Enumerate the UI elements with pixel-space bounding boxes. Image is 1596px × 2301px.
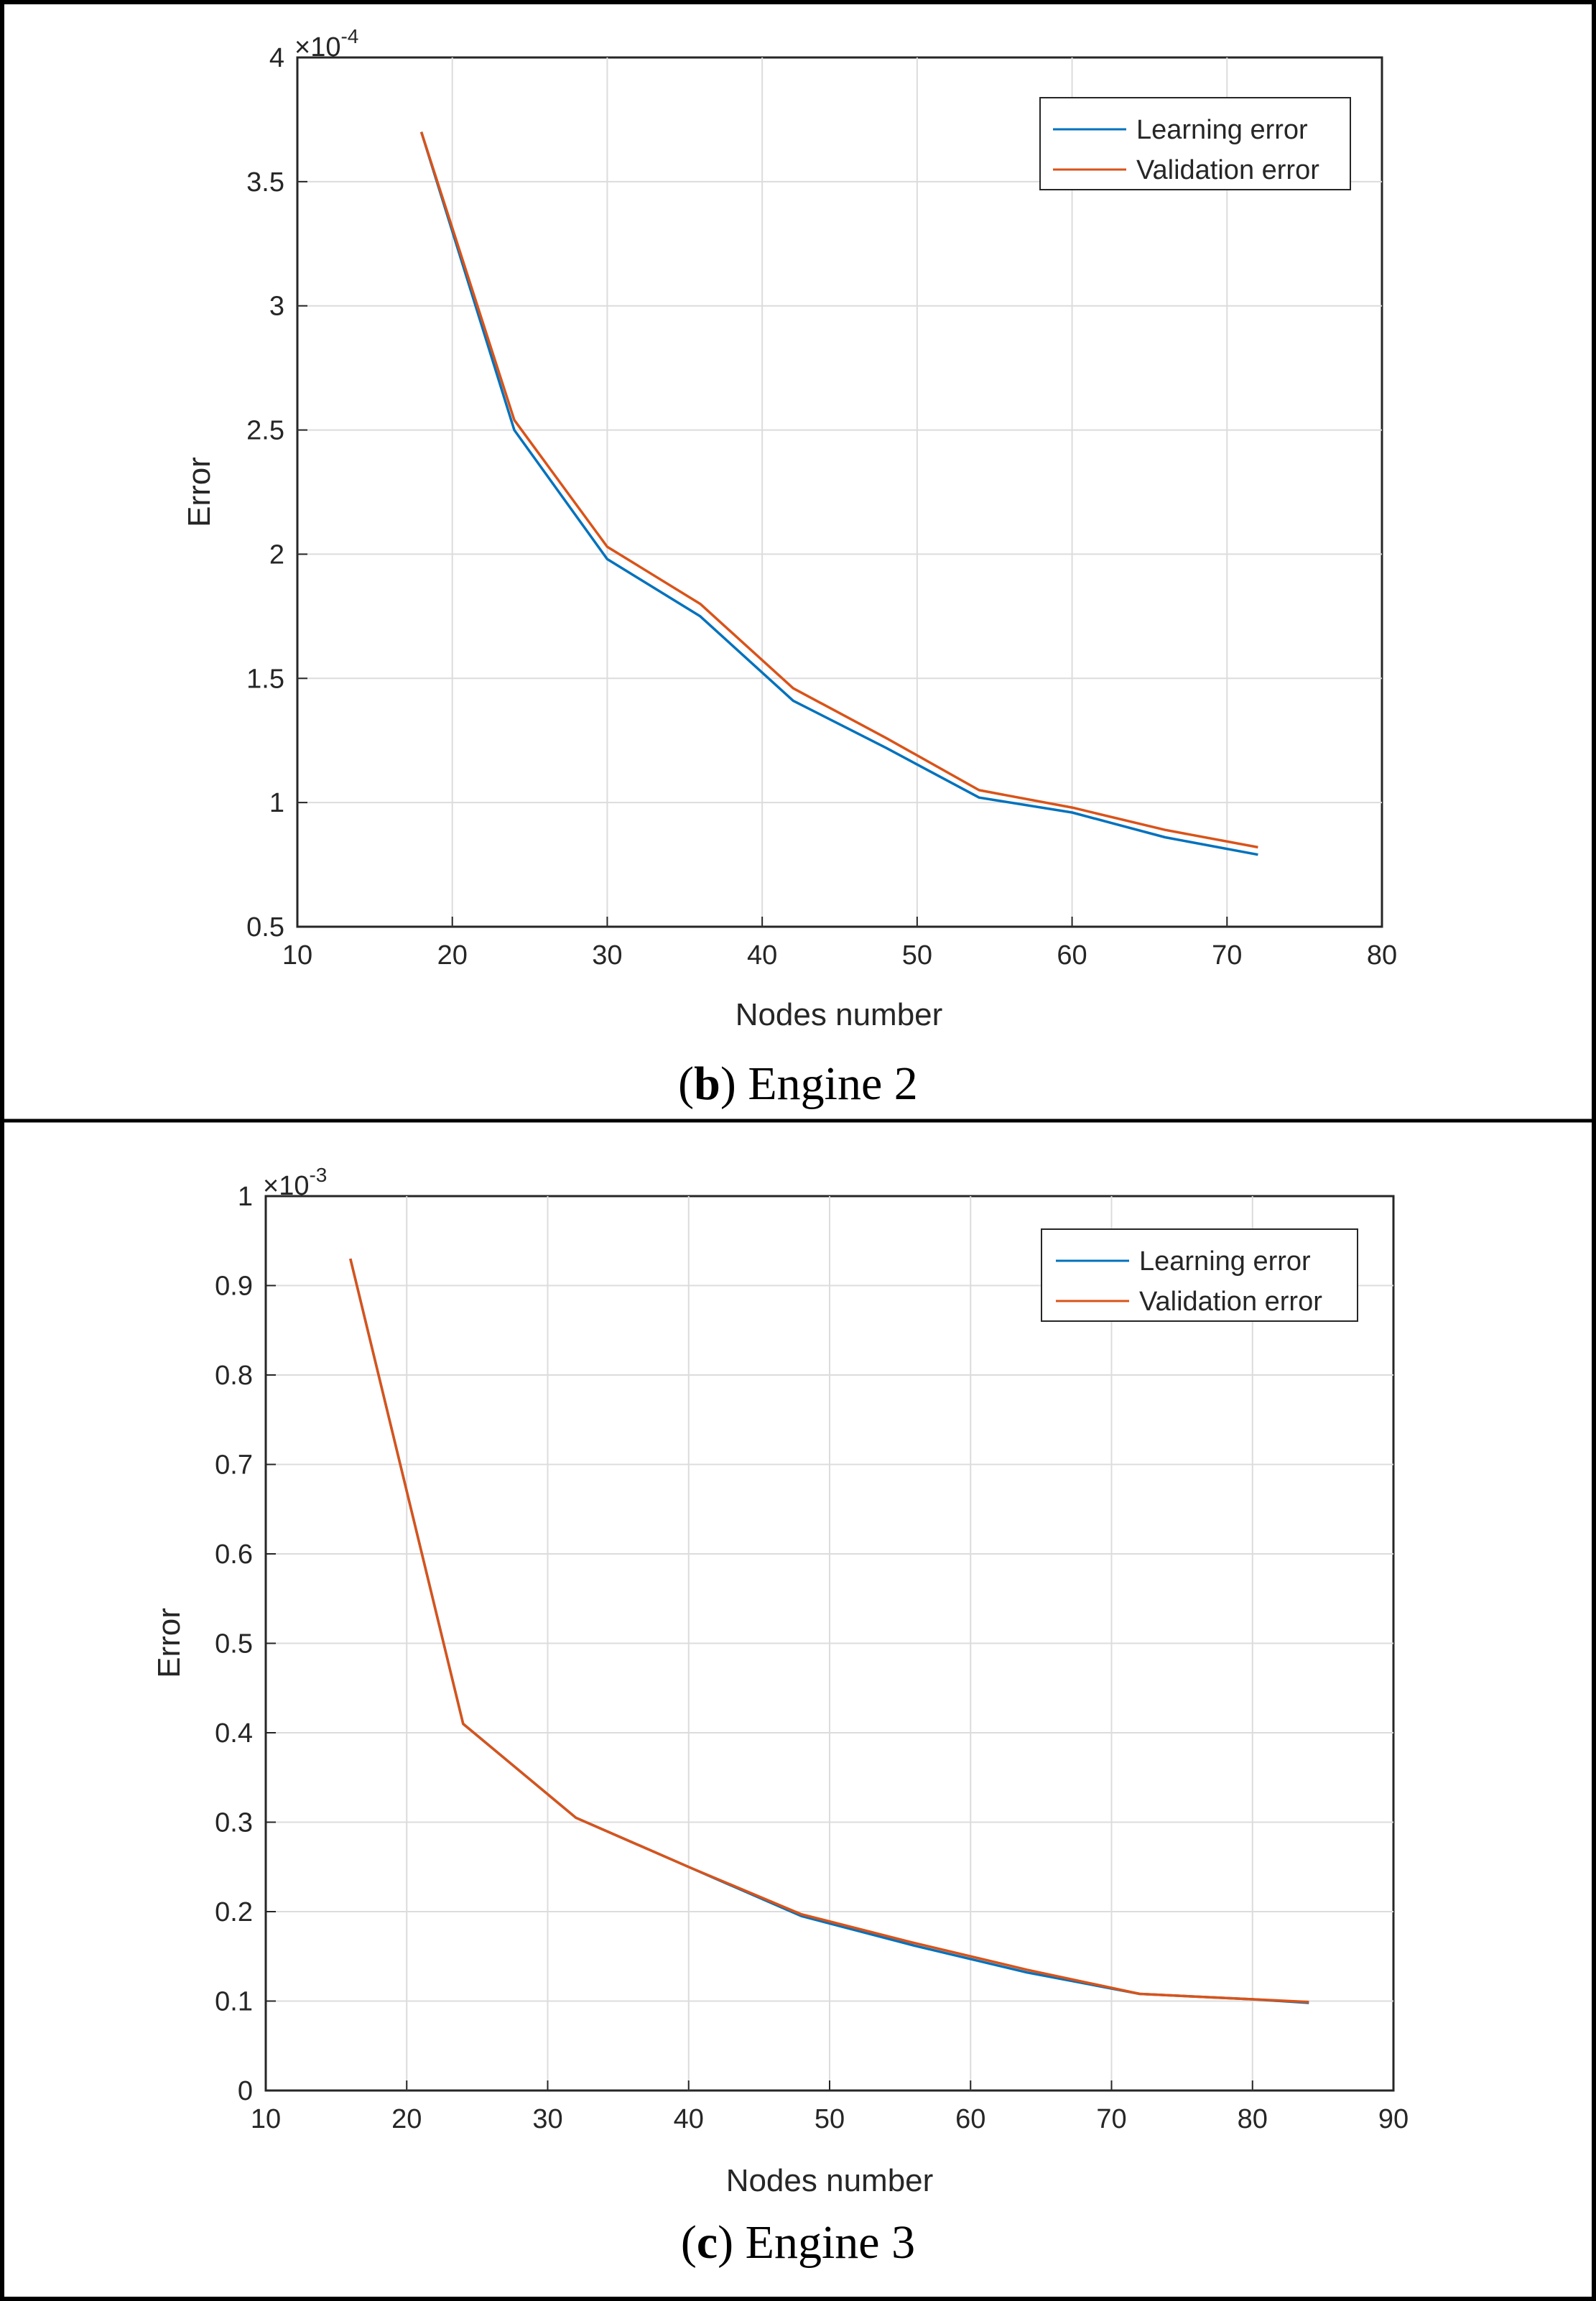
y-tick-label-c: 0.3 bbox=[215, 1808, 253, 1838]
x-tick-label-c: 40 bbox=[674, 2104, 704, 2134]
legend-box-c bbox=[1041, 1228, 1358, 1322]
x-tick-label-b: 40 bbox=[747, 940, 777, 971]
y-tick-label-b: 1 bbox=[269, 788, 284, 818]
x-axis-label-b: Nodes number bbox=[736, 997, 943, 1032]
y-axis-label-b: Error bbox=[182, 457, 217, 527]
series-line-validation-b bbox=[419, 131, 1258, 849]
gridlines-c bbox=[265, 1195, 1394, 2091]
y-axis-label-c: Error bbox=[152, 1608, 187, 1678]
y-tick-label-c: 0.7 bbox=[215, 1450, 253, 1481]
x-tick-label-b: 60 bbox=[1057, 940, 1087, 971]
x-tick-label-b: 20 bbox=[437, 940, 468, 971]
x-tick-label-b: 50 bbox=[902, 940, 932, 971]
y-tick-labels-c: 0 0.1 0.2 0.3 0.4 0.5 0.6 0.7 0.8 0.9 1 bbox=[215, 1182, 253, 2106]
y-tick-label-c: 1 bbox=[238, 1182, 253, 1212]
panel-engine-2: 0.511.522.533.54 10 20 30 40 50 60 70 80 ×10-4 … bbox=[182, 25, 1397, 1110]
caption-text-c: Engine 3 bbox=[733, 2216, 915, 2269]
caption-close-c: ) bbox=[718, 2216, 733, 2269]
series-line-learning-b bbox=[419, 131, 1258, 856]
caption-close-b: ) bbox=[720, 1057, 736, 1110]
x-tick-label-c: 10 bbox=[251, 2104, 281, 2134]
legend-box-b bbox=[1039, 97, 1351, 190]
caption-c: (c) Engine 3 bbox=[681, 2216, 915, 2269]
legend-label-learning-c: Learning error bbox=[1139, 1246, 1311, 1277]
x-tick-label-c: 70 bbox=[1096, 2104, 1126, 2134]
x-tick-label-c: 80 bbox=[1238, 2104, 1268, 2134]
y-multiplier-c: ×10-3 bbox=[263, 1164, 327, 1201]
series-lines-c bbox=[349, 1258, 1309, 2004]
x-axis-label-c: Nodes number bbox=[726, 2163, 934, 2198]
y-tick-label-c: 0.1 bbox=[215, 1987, 253, 2017]
y-tick-label-b: 3.5 bbox=[246, 167, 284, 198]
gridlines-b bbox=[297, 57, 1383, 927]
legend-c: Learning error Validation error bbox=[1041, 1228, 1358, 1322]
y-multiplier-b: ×10-4 bbox=[294, 25, 358, 62]
y-tick-label-c: 0.2 bbox=[215, 1897, 253, 1927]
y-tick-label-c: 0.8 bbox=[215, 1361, 253, 1391]
y-multiplier-exponent-c: -3 bbox=[309, 1164, 327, 1186]
x-tick-label-b: 10 bbox=[282, 940, 312, 971]
x-tick-label-c: 30 bbox=[532, 2104, 562, 2134]
x-tick-label-c: 90 bbox=[1378, 2104, 1409, 2134]
x-tick-label-c: 20 bbox=[391, 2104, 422, 2134]
y-tick-label-c: 0.4 bbox=[215, 1718, 253, 1749]
y-tick-labels-b: 0.5 1 1.5 2 2.5 3 3.5 4 bbox=[246, 43, 284, 943]
x-tick-label-b: 30 bbox=[592, 940, 622, 971]
series-line-validation-c bbox=[349, 1258, 1309, 2004]
legend-label-validation-b: Validation error bbox=[1136, 155, 1319, 185]
caption-letter-b: b bbox=[694, 1057, 720, 1110]
series-lines-b bbox=[419, 131, 1258, 856]
caption-text-b: Engine 2 bbox=[736, 1057, 918, 1110]
legend-b: Learning error Validation error bbox=[1039, 97, 1351, 190]
y-tick-label-c: 0.6 bbox=[215, 1540, 253, 1570]
x-tick-label-c: 50 bbox=[815, 2104, 845, 2134]
y-tick-label-c: 0.9 bbox=[215, 1272, 253, 1302]
x-tick-label-b: 80 bbox=[1367, 940, 1397, 971]
legend-label-validation-c: Validation error bbox=[1139, 1287, 1322, 1317]
caption-letter-c: c bbox=[697, 2216, 718, 2269]
caption-open-b: ( bbox=[678, 1057, 694, 1110]
plot-area-b bbox=[296, 56, 1383, 928]
y-multiplier-prefix-b: ×10 bbox=[294, 32, 340, 62]
y-tick-label-b: 0.5 bbox=[246, 912, 284, 943]
panel-engine-3: 0 0.1 0.2 0.3 0.4 0.5 0.6 0.7 0.8 0.9 1 10 20 30 40 50… bbox=[152, 1164, 1409, 2269]
y-tick-label-c: 0 bbox=[238, 2076, 253, 2106]
x-tick-labels-b: 10 20 30 40 50 60 70 80 bbox=[282, 940, 1397, 971]
x-tick-label-c: 60 bbox=[955, 2104, 985, 2134]
y-tick-label-b: 4 bbox=[269, 43, 284, 73]
x-tick-labels-c: 10 20 30 40 50 60 70 80 90 bbox=[251, 2104, 1409, 2134]
caption-open-c: ( bbox=[681, 2216, 697, 2269]
y-tick-label-b: 3 bbox=[269, 292, 284, 322]
y-multiplier-prefix-c: ×10 bbox=[263, 1171, 309, 1201]
x-tick-label-b: 70 bbox=[1212, 940, 1242, 971]
legend-label-learning-b: Learning error bbox=[1136, 115, 1308, 145]
y-tick-label-b: 1.5 bbox=[246, 664, 284, 694]
y-tick-label-b: 2.5 bbox=[246, 416, 284, 446]
caption-b: (b) Engine 2 bbox=[678, 1057, 918, 1110]
y-tick-label-c: 0.5 bbox=[215, 1629, 253, 1659]
y-multiplier-exponent-b: -4 bbox=[340, 25, 358, 47]
y-tick-label-b: 2 bbox=[269, 540, 284, 570]
